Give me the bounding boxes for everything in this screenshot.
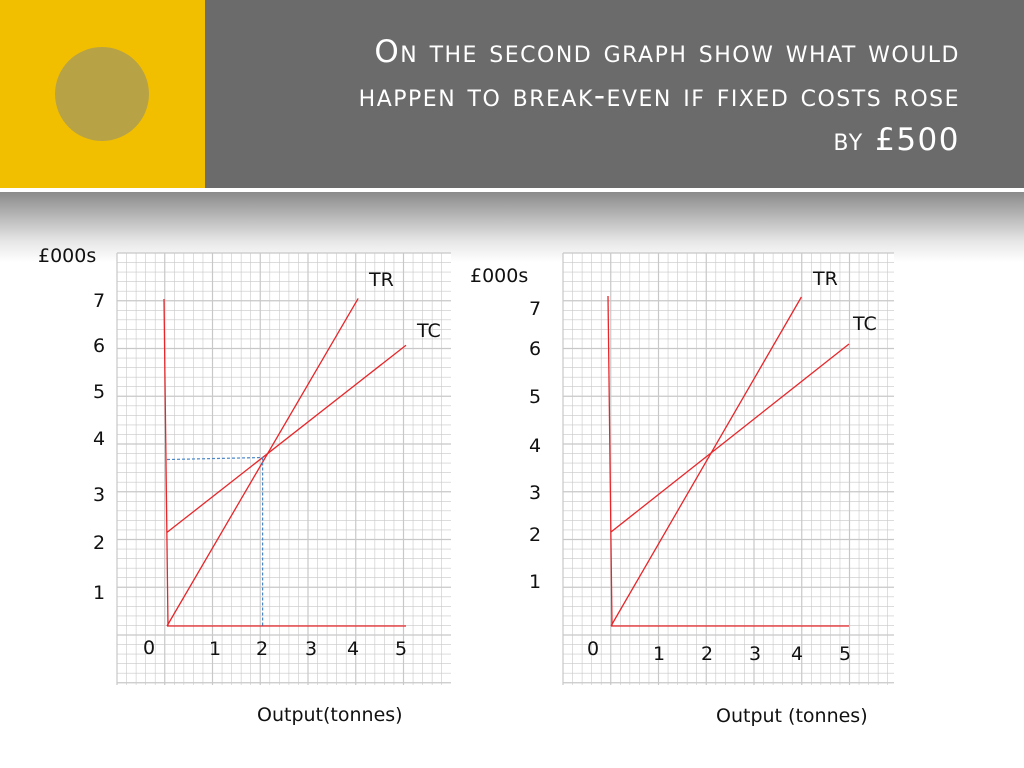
slide-title: On the second graph show what would happ… [220, 30, 960, 162]
accent-circle [55, 47, 149, 141]
g1-ytick-2: 2 [93, 532, 106, 554]
g1-series-line-tc [166, 344, 407, 533]
g2-xtick-1: 1 [653, 643, 666, 665]
g1-xlabel: Output(tonnes) [257, 704, 403, 726]
g1-ytick-3: 3 [93, 484, 106, 506]
g1-xtick-1: 1 [209, 638, 222, 660]
g2-ytick-3: 3 [529, 482, 542, 504]
g2-series-label-tc: TC [853, 313, 877, 335]
g1-xtick-5: 5 [395, 638, 408, 660]
g1-xtick-4: 4 [347, 638, 360, 660]
g2-series-label-tr: TR [813, 268, 838, 290]
g2-xtick-3: 3 [749, 643, 762, 665]
g1-ytick-4: 4 [93, 428, 106, 450]
g2-xlabel: Output (tonnes) [716, 705, 868, 727]
g2-xtick-4: 4 [791, 643, 804, 665]
g2-ytick-1: 1 [529, 571, 542, 593]
g2-ylabel: £000s [470, 265, 529, 287]
g2-ytick-6: 6 [529, 338, 542, 360]
g2-series-line-tr [610, 296, 802, 627]
g2-y-axis [607, 295, 613, 627]
g2-plot-area [563, 253, 894, 685]
g1-series-line-tr [166, 298, 359, 627]
header-divider [0, 188, 1024, 192]
g1-y-axis [163, 298, 169, 627]
g2-origin-label: 0 [587, 638, 600, 660]
title-line-3: by £500 [833, 122, 960, 158]
g1-xtick-3: 3 [305, 638, 318, 660]
g1-plot-area [117, 253, 451, 685]
g2-ytick-7: 7 [529, 298, 542, 320]
g1-xtick-2: 2 [256, 638, 269, 660]
g2-xtick-5: 5 [839, 643, 852, 665]
g1-ytick-7: 7 [93, 290, 106, 312]
g1-series-label-tr: TR [369, 269, 394, 291]
g1-ylabel: £000s [38, 245, 97, 267]
g1-break-even-guide-h [166, 456, 263, 461]
g2-ytick-4: 4 [529, 435, 542, 457]
g1-origin-label: 0 [143, 637, 156, 659]
title-line-2: happen to break-even if fixed costs rose [358, 78, 960, 114]
g1-ytick-5: 5 [93, 381, 106, 403]
title-line-1: On the second graph show what would [374, 34, 960, 70]
g2-series-line-tc [610, 343, 850, 533]
g1-ytick-1: 1 [93, 582, 106, 604]
shade-band [0, 192, 1024, 262]
g1-ytick-6: 6 [93, 335, 106, 357]
g2-ytick-2: 2 [529, 524, 542, 546]
g2-xtick-2: 2 [701, 643, 714, 665]
g2-ytick-5: 5 [529, 386, 542, 408]
accent-block [0, 0, 205, 188]
g1-series-label-tc: TC [417, 320, 441, 342]
